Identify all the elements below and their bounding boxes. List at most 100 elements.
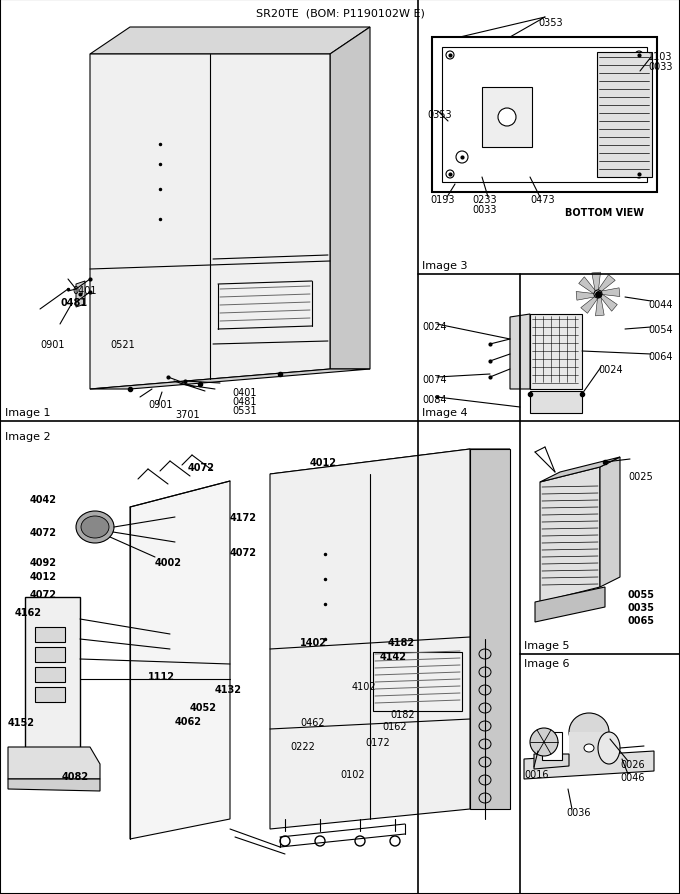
Ellipse shape bbox=[598, 732, 620, 764]
Polygon shape bbox=[535, 587, 605, 622]
Text: 4182: 4182 bbox=[388, 637, 415, 647]
Bar bbox=[432, 38, 657, 193]
Bar bbox=[35, 667, 65, 682]
Text: 0044: 0044 bbox=[648, 299, 673, 309]
Text: 0064: 0064 bbox=[648, 351, 673, 361]
Text: BOTTOM VIEW: BOTTOM VIEW bbox=[565, 207, 644, 218]
Polygon shape bbox=[592, 273, 600, 295]
Text: 4052: 4052 bbox=[190, 702, 217, 713]
Bar bbox=[530, 315, 582, 390]
Text: 0033: 0033 bbox=[648, 62, 673, 72]
Ellipse shape bbox=[280, 836, 290, 846]
Ellipse shape bbox=[446, 52, 454, 60]
Polygon shape bbox=[598, 289, 620, 297]
Text: 0531: 0531 bbox=[232, 406, 256, 416]
Ellipse shape bbox=[315, 836, 325, 846]
Text: 4012: 4012 bbox=[30, 571, 57, 581]
Text: 4002: 4002 bbox=[155, 557, 182, 568]
Polygon shape bbox=[581, 295, 598, 314]
Text: 0401: 0401 bbox=[232, 388, 256, 398]
Ellipse shape bbox=[530, 729, 558, 756]
Ellipse shape bbox=[635, 171, 643, 179]
Polygon shape bbox=[524, 751, 654, 780]
Ellipse shape bbox=[635, 52, 643, 60]
Ellipse shape bbox=[594, 291, 602, 299]
Polygon shape bbox=[470, 450, 510, 809]
Text: 4072: 4072 bbox=[30, 527, 57, 537]
Text: 0901: 0901 bbox=[148, 400, 173, 409]
Text: 0481: 0481 bbox=[60, 298, 87, 308]
Polygon shape bbox=[130, 482, 230, 839]
Bar bbox=[35, 647, 65, 662]
Ellipse shape bbox=[584, 744, 594, 752]
Polygon shape bbox=[8, 780, 100, 791]
Polygon shape bbox=[534, 755, 569, 769]
Text: 4072: 4072 bbox=[30, 589, 57, 599]
Text: 0033: 0033 bbox=[472, 205, 496, 215]
Ellipse shape bbox=[81, 517, 109, 538]
Text: 0025: 0025 bbox=[628, 471, 653, 482]
Bar bbox=[35, 687, 65, 702]
Polygon shape bbox=[596, 295, 605, 316]
Text: 4102: 4102 bbox=[352, 681, 377, 691]
Text: Image 1: Image 1 bbox=[5, 408, 50, 417]
Text: 0401: 0401 bbox=[72, 286, 97, 296]
Text: 0024: 0024 bbox=[422, 322, 447, 332]
Text: Image 6: Image 6 bbox=[524, 658, 569, 668]
Polygon shape bbox=[270, 450, 470, 829]
Ellipse shape bbox=[76, 511, 114, 544]
Text: 4172: 4172 bbox=[230, 512, 257, 522]
Polygon shape bbox=[330, 28, 370, 369]
Text: 4072: 4072 bbox=[230, 547, 257, 557]
Text: 4132: 4132 bbox=[215, 684, 242, 695]
Bar bbox=[542, 732, 562, 760]
Polygon shape bbox=[579, 277, 598, 295]
Bar bbox=[373, 653, 462, 712]
Polygon shape bbox=[90, 28, 370, 55]
Polygon shape bbox=[597, 53, 652, 178]
Text: 0182: 0182 bbox=[390, 709, 415, 719]
Text: Image 5: Image 5 bbox=[524, 640, 569, 650]
Text: 4072: 4072 bbox=[188, 462, 215, 472]
Text: 0035: 0035 bbox=[628, 603, 655, 612]
Text: 4162: 4162 bbox=[15, 607, 42, 618]
Text: 4152: 4152 bbox=[8, 717, 35, 727]
Text: 0521: 0521 bbox=[110, 340, 135, 350]
Text: Image 4: Image 4 bbox=[422, 408, 468, 417]
Polygon shape bbox=[270, 450, 510, 475]
Text: 0055: 0055 bbox=[628, 589, 655, 599]
Bar bbox=[35, 628, 65, 642]
Text: SR20TE  (BOM: P1190102W E): SR20TE (BOM: P1190102W E) bbox=[256, 8, 424, 18]
Text: 1112: 1112 bbox=[148, 671, 175, 681]
Text: 0901: 0901 bbox=[40, 340, 65, 350]
Text: 0065: 0065 bbox=[628, 615, 655, 625]
Text: 0046: 0046 bbox=[620, 772, 645, 782]
Polygon shape bbox=[90, 369, 370, 390]
Bar bbox=[530, 392, 582, 414]
Text: 0054: 0054 bbox=[648, 325, 673, 334]
Ellipse shape bbox=[569, 713, 609, 751]
Text: 0172: 0172 bbox=[365, 738, 390, 747]
Text: 0036: 0036 bbox=[566, 807, 590, 817]
Text: 0024: 0024 bbox=[598, 365, 623, 375]
Text: 0084: 0084 bbox=[422, 394, 447, 405]
Text: 0162: 0162 bbox=[382, 721, 407, 731]
Text: 0074: 0074 bbox=[422, 375, 447, 384]
Text: 0462: 0462 bbox=[300, 717, 324, 727]
Polygon shape bbox=[482, 88, 532, 148]
Ellipse shape bbox=[390, 836, 400, 846]
Text: 0193: 0193 bbox=[430, 195, 454, 205]
Ellipse shape bbox=[456, 152, 468, 164]
Text: 4082: 4082 bbox=[62, 772, 89, 781]
Text: 1402: 1402 bbox=[300, 637, 327, 647]
Polygon shape bbox=[598, 295, 617, 312]
Text: 0102: 0102 bbox=[340, 769, 364, 780]
Text: 0353: 0353 bbox=[538, 18, 562, 28]
Ellipse shape bbox=[498, 109, 516, 127]
Text: 0016: 0016 bbox=[524, 769, 549, 780]
Polygon shape bbox=[8, 747, 100, 780]
Text: Image 2: Image 2 bbox=[5, 432, 50, 442]
Polygon shape bbox=[540, 458, 620, 483]
Text: 4012: 4012 bbox=[310, 458, 337, 468]
Polygon shape bbox=[25, 597, 80, 759]
